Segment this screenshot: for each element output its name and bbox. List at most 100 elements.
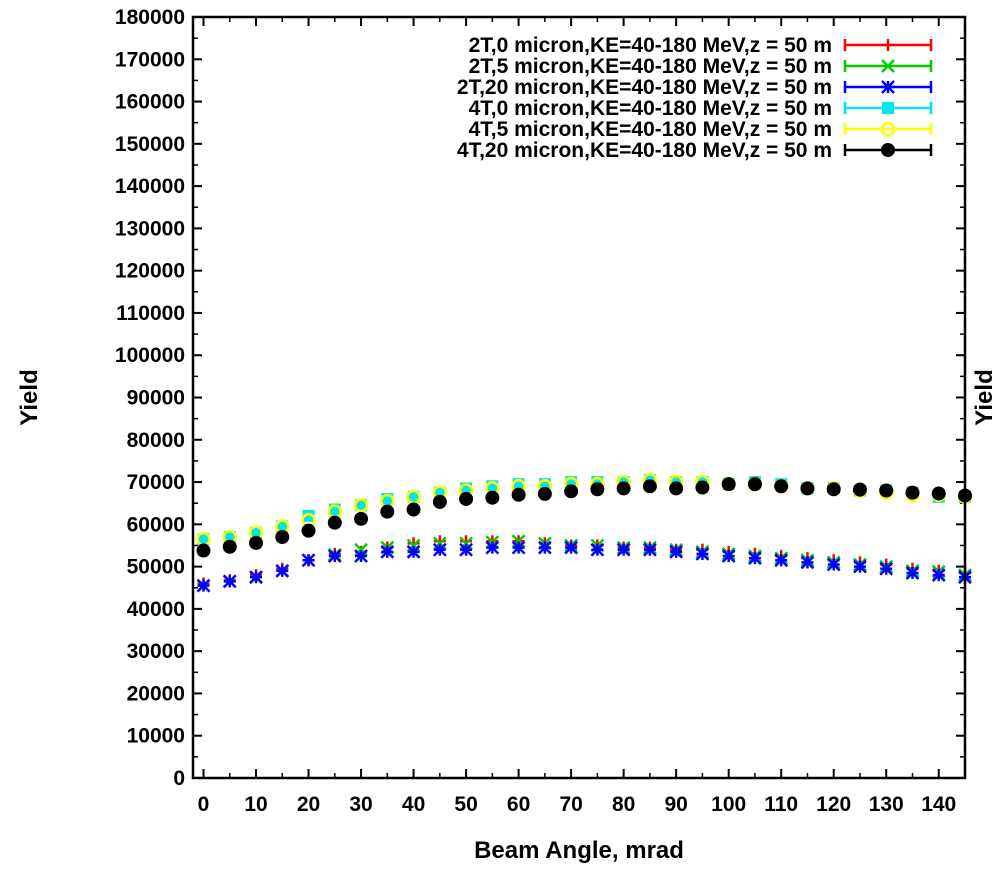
legend-marker (880, 121, 896, 137)
legend-entry: 2T,20 micron,KE=40-180 MeV,z = 50 m (457, 76, 933, 99)
data-point (721, 477, 736, 492)
y-tick-label: 140000 (115, 175, 185, 198)
data-point (931, 486, 946, 501)
data-point (564, 484, 579, 499)
legend-entry: 2T,0 micron,KE=40-180 MeV,z = 50 m (469, 34, 933, 57)
legend-entry: 2T,5 micron,KE=40-180 MeV,z = 50 m (469, 55, 933, 78)
data-point (642, 479, 657, 494)
y-tick-label: 110000 (116, 302, 185, 325)
legend-marker (882, 102, 894, 114)
data-point (564, 540, 579, 555)
data-point (459, 542, 473, 557)
data-point (301, 553, 316, 568)
data-point (590, 542, 605, 557)
data-point (774, 479, 789, 494)
data-point (485, 540, 500, 555)
data-point (276, 520, 289, 533)
data-point (800, 555, 815, 570)
y-tick-label: 90000 (127, 387, 185, 410)
data-point (774, 553, 789, 568)
data-point (301, 523, 316, 538)
data-point (275, 563, 290, 578)
data-point (459, 491, 474, 506)
data-point (249, 570, 263, 585)
data-point (800, 481, 815, 496)
series-2 (196, 540, 972, 593)
x-tick-label: 60 (507, 793, 530, 816)
x-axis-label: Beam Angle, mrad (474, 837, 684, 864)
y-tick-label: 40000 (127, 598, 185, 621)
x-tick-label: 90 (664, 793, 687, 816)
y-tick-label: 50000 (127, 556, 185, 579)
data-point (380, 544, 395, 559)
legend-entry: 4T,5 micron,KE=40-180 MeV,z = 50 m (469, 118, 933, 141)
data-point (669, 481, 684, 496)
legend-marker (881, 80, 895, 94)
x-tick-label: 110 (764, 793, 798, 816)
data-point (616, 481, 631, 496)
points-layer (196, 472, 973, 593)
data-point (380, 504, 395, 519)
y2-axis-label: Yield (971, 369, 998, 425)
legend-label: 4T,0 micron,KE=40-180 MeV,z = 50 m (469, 97, 832, 120)
plot-frame (191, 15, 967, 780)
legend-entry: 4T,0 micron,KE=40-180 MeV,z = 50 m (469, 97, 933, 120)
data-point (432, 542, 447, 557)
data-point (353, 498, 369, 513)
data-point (485, 490, 500, 505)
y-tick-label: 150000 (115, 133, 185, 156)
y-tick-label: 80000 (127, 429, 185, 452)
data-point (616, 542, 631, 557)
data-point (826, 482, 841, 497)
legend: 2T,0 micron,KE=40-180 MeV,z = 50 m2T,5 m… (457, 34, 933, 162)
x-tick-label: 100 (711, 793, 746, 816)
y-tick-label: 70000 (127, 471, 185, 494)
legend-marker (881, 143, 895, 157)
x-tick-label: 40 (402, 793, 425, 816)
x-tick-label: 140 (921, 793, 956, 816)
tick-labels-layer: 0 10000 20000 30000 40000 50000 60000 70000 8000… (115, 6, 956, 816)
y-tick-label: 0 (173, 767, 185, 790)
data-point (879, 561, 894, 576)
y-tick-label: 60000 (127, 513, 185, 536)
data-point (537, 486, 552, 501)
data-point (511, 540, 526, 555)
data-point (197, 533, 210, 546)
legend-label: 2T,5 micron,KE=40-180 MeV,z = 50 m (469, 55, 832, 78)
data-point (643, 542, 657, 557)
y-axis-label: Yield (16, 369, 43, 425)
data-point (669, 544, 684, 559)
data-point (407, 490, 420, 503)
data-point (223, 531, 236, 544)
x-tick-label: 30 (349, 793, 372, 816)
data-point (511, 487, 526, 502)
legend-label: 2T,0 micron,KE=40-180 MeV,z = 50 m (469, 34, 832, 57)
data-point (275, 530, 290, 545)
x-tick-label: 10 (244, 793, 267, 816)
data-point (432, 494, 447, 509)
data-point (879, 483, 894, 498)
data-point (721, 549, 736, 563)
y-tick-label: 160000 (115, 91, 185, 114)
y-tick-label: 10000 (127, 725, 185, 748)
y-tick-label: 180000 (115, 6, 185, 29)
data-point (931, 568, 946, 582)
data-point (905, 485, 920, 500)
data-point (355, 499, 368, 512)
legend-marker (881, 59, 895, 73)
data-point (196, 578, 211, 593)
data-point (406, 544, 421, 559)
legend-label: 4T,20 micron,KE=40-180 MeV,z = 50 m (457, 139, 832, 162)
data-point (826, 557, 841, 572)
data-point (905, 566, 920, 580)
x-tick-label: 50 (454, 793, 477, 816)
data-point (354, 511, 369, 526)
legend-label: 4T,5 micron,KE=40-180 MeV,z = 50 m (469, 118, 832, 141)
x-tick-label: 80 (612, 793, 635, 816)
data-point (250, 526, 263, 539)
data-point (302, 509, 315, 522)
data-point (406, 502, 421, 517)
y-tick-label: 100000 (115, 344, 185, 367)
legend-marker (882, 39, 894, 51)
